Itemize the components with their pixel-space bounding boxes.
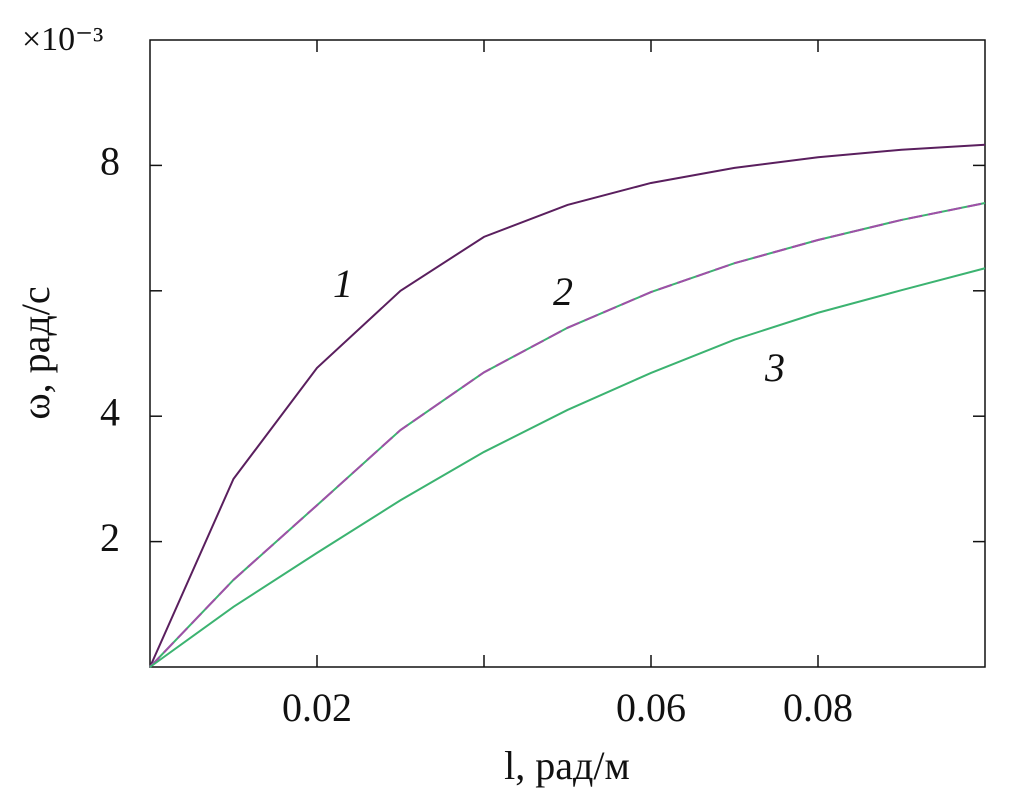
series-label: 3: [764, 345, 785, 390]
series-label: 2: [553, 269, 573, 314]
series-line: [149, 202, 986, 668]
x-axis-label: l, рад/м: [504, 743, 630, 788]
x-tick-label: 0.08: [783, 685, 853, 730]
plot-frame: [149, 39, 986, 668]
y-tick-label: 4: [100, 389, 120, 434]
y-tick-label: 2: [100, 515, 120, 560]
series-label: 1: [333, 261, 353, 306]
series-line: [149, 267, 986, 668]
y-tick-label: 8: [100, 139, 120, 184]
series-line: [149, 143, 986, 668]
y-multiplier: ×10⁻³: [22, 21, 103, 58]
x-tick-label: 0.06: [616, 685, 686, 730]
y-axis-label: ω, рад/с: [13, 286, 58, 419]
x-tick-label: 0.02: [282, 685, 352, 730]
